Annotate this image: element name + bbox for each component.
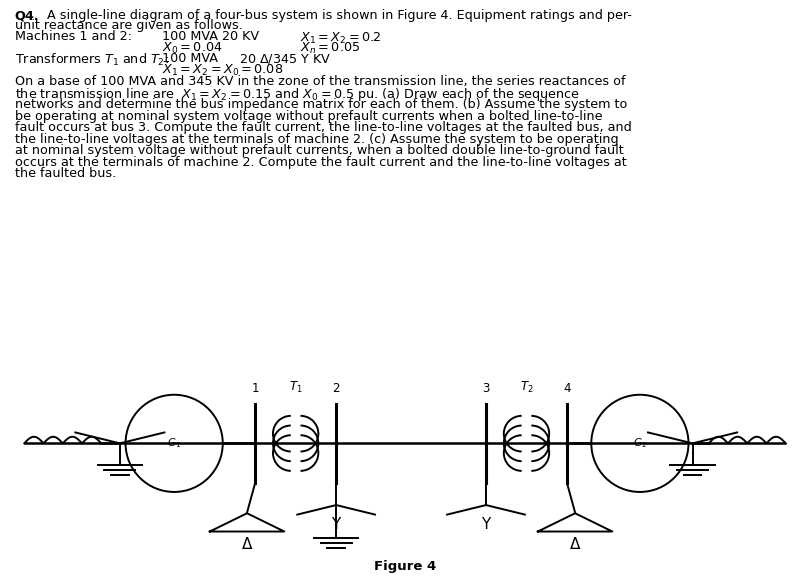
Text: Q4.: Q4. [15,9,39,22]
Text: Y: Y [481,517,491,532]
Text: A single-line diagram of a four-bus system is shown in Figure 4. Equipment ratin: A single-line diagram of a four-bus syst… [47,9,632,22]
Text: at nominal system voltage without prefault currents, when a bolted double line-t: at nominal system voltage without prefau… [15,144,624,157]
Text: $T_2$: $T_2$ [520,380,533,395]
Text: 1: 1 [251,382,259,395]
Text: $X_1 = X_2 = 0.2$: $X_1 = X_2 = 0.2$ [300,30,382,46]
Text: fault occurs at bus 3. Compute the fault current, the line-to-line voltages at t: fault occurs at bus 3. Compute the fault… [15,121,631,134]
Text: occurs at the terminals of machine 2. Compute the fault current and the line-to-: occurs at the terminals of machine 2. Co… [15,155,626,169]
Text: $\Delta$: $\Delta$ [569,536,582,552]
Text: $X_0 = 0.04$: $X_0 = 0.04$ [162,41,223,56]
Text: $X_n = 0.05$: $X_n = 0.05$ [300,41,360,56]
Text: 100 MVA: 100 MVA [162,52,218,65]
Text: $G_1$: $G_1$ [167,437,181,450]
Text: unit reactance are given as follows.: unit reactance are given as follows. [15,19,242,32]
Text: Figure 4: Figure 4 [374,560,436,574]
Text: On a base of 100 MVA and 345 KV in the zone of the transmission line, the series: On a base of 100 MVA and 345 KV in the z… [15,75,625,88]
Text: 2: 2 [332,382,340,395]
Text: 20 $\Delta$/345 Y KV: 20 $\Delta$/345 Y KV [239,52,331,66]
Text: Y: Y [331,517,341,532]
Text: the line-to-line voltages at the terminals of machine 2. (c) Assume the system t: the line-to-line voltages at the termina… [15,132,618,146]
Text: Transformers $T_1$ and $T_2$:: Transformers $T_1$ and $T_2$: [15,52,168,68]
Text: networks and determine the bus impedance matrix for each of them. (b) Assume the: networks and determine the bus impedance… [15,98,627,111]
Text: $T_1$: $T_1$ [289,380,302,395]
Text: $G_2$: $G_2$ [633,437,647,450]
Text: 4: 4 [563,382,571,395]
Text: 100 MVA 20 KV: 100 MVA 20 KV [162,30,259,44]
Text: 3: 3 [482,382,490,395]
Text: be operating at nominal system voltage without prefault currents when a bolted l: be operating at nominal system voltage w… [15,110,602,122]
Text: the faulted bus.: the faulted bus. [15,167,116,180]
Text: the transmission line are  $X_1 = X_2 = 0.15$ and $X_0 = 0.5$ pu. (a) Draw each : the transmission line are $X_1 = X_2 = 0… [15,86,580,103]
Text: Machines 1 and 2:: Machines 1 and 2: [15,30,131,44]
Text: $\Delta$: $\Delta$ [241,536,254,552]
Text: $X_1 = X_2 = X_0 = 0.08$: $X_1 = X_2 = X_0 = 0.08$ [162,63,284,78]
